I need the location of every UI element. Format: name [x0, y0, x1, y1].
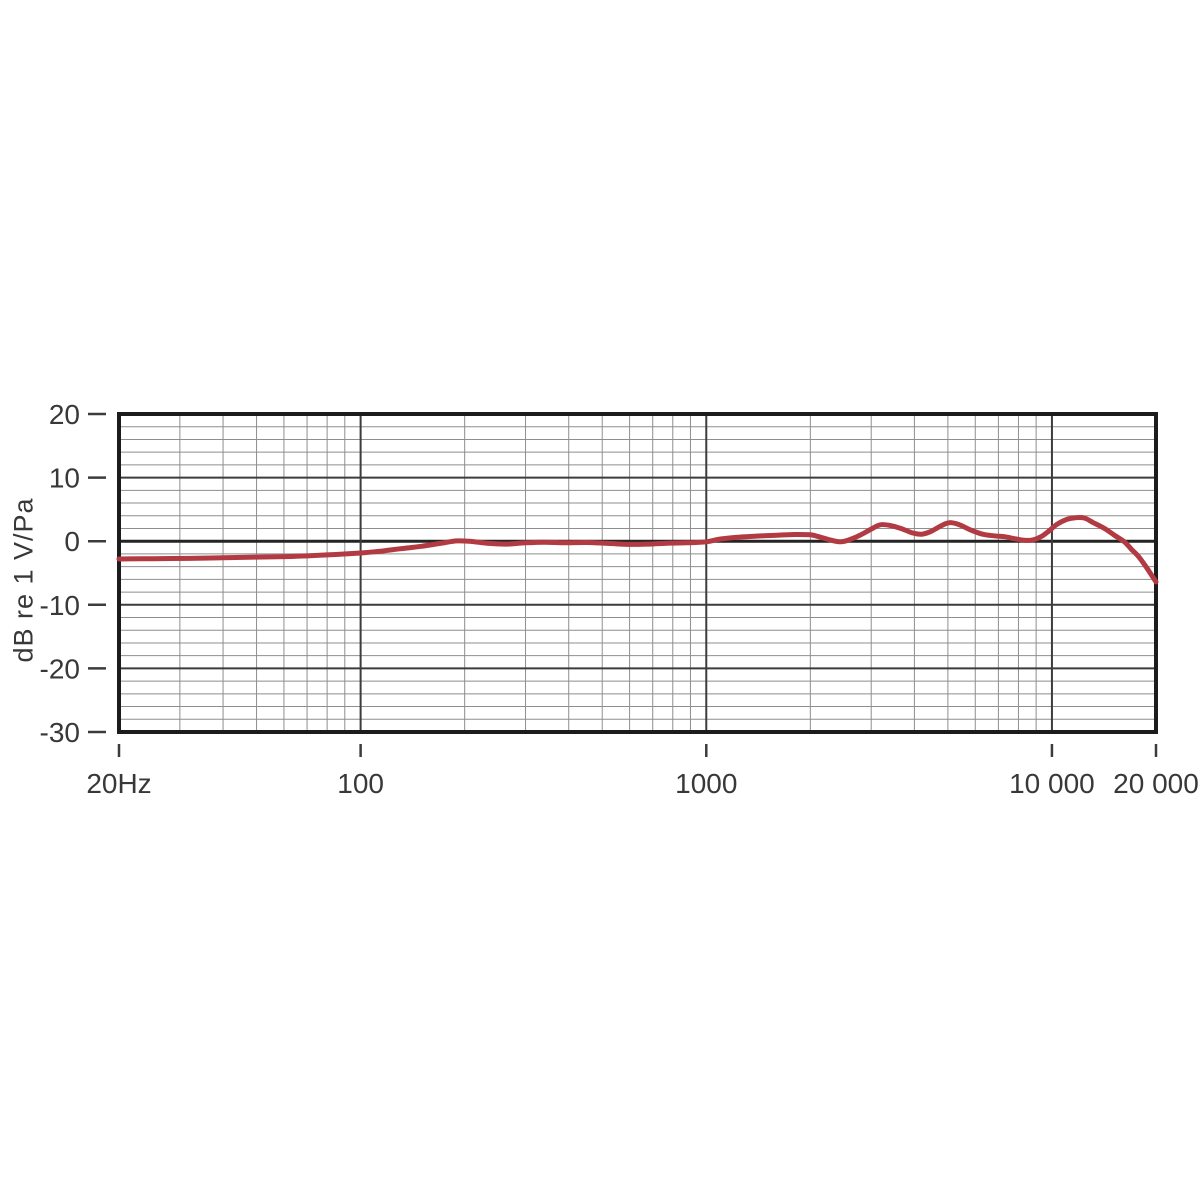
plot-border [117, 412, 1158, 734]
y-tick-label: 20 [49, 399, 80, 430]
x-tick-label: 10 000 [1009, 768, 1095, 799]
y-tick-label: -30 [40, 717, 80, 748]
x-tick-label: 100 [337, 768, 384, 799]
y-axis-title: dB re 1 V/Pa [8, 497, 39, 663]
response-curve [116, 514, 1159, 585]
y-tick-label: -20 [40, 653, 80, 684]
x-tick-label: 20 000 [1113, 768, 1199, 799]
x-tick-label: 1000 [675, 768, 737, 799]
y-tick-label: 10 [49, 463, 80, 494]
y-tick-label: 0 [64, 526, 80, 557]
y-tick-label: -10 [40, 590, 80, 621]
x-tick-label: 20Hz [86, 768, 151, 799]
